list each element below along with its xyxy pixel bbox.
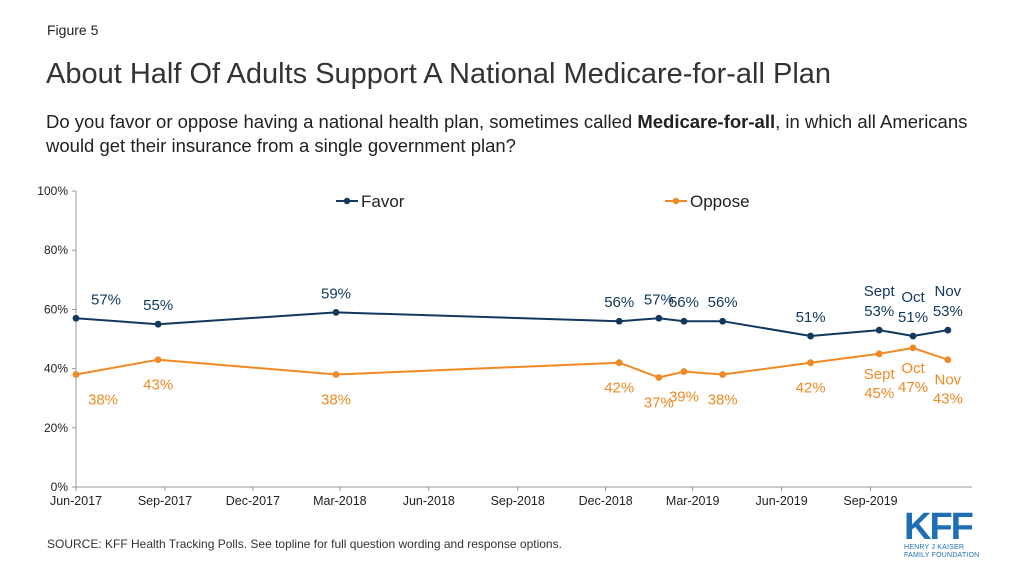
oppose-data-point — [944, 356, 952, 364]
favor-month-label: Sept — [864, 283, 896, 300]
y-tick-label: 60% — [44, 302, 68, 316]
oppose-month-label: Oct — [901, 360, 925, 377]
x-tick-label: Sep-2019 — [843, 494, 897, 508]
oppose-data-point — [154, 356, 162, 364]
oppose-series-line — [75, 346, 949, 379]
favor-data-label: 56% — [669, 294, 699, 311]
legend-oppose-marker — [672, 197, 680, 205]
oppose-data-label: 42% — [796, 380, 826, 397]
oppose-data-label: 43% — [933, 391, 963, 408]
oppose-data-point — [875, 350, 883, 358]
favor-data-label: 57% — [91, 291, 121, 308]
y-tick-label: 20% — [44, 421, 68, 435]
oppose-data-label: 42% — [604, 380, 634, 397]
oppose-data-point — [680, 368, 688, 375]
oppose-month-label: Nov — [934, 372, 961, 389]
oppose-data-label: 37% — [644, 394, 674, 411]
oppose-data-label: 39% — [669, 389, 699, 406]
oppose-data-point — [72, 371, 80, 378]
y-tick-label: 40% — [44, 362, 68, 376]
oppose-data-label: 47% — [898, 379, 928, 396]
oppose-data-point — [719, 371, 727, 378]
oppose-data-label: 38% — [708, 392, 738, 409]
oppose-data-point — [807, 359, 814, 367]
favor-data-label: 57% — [644, 291, 674, 308]
favor-data-point — [719, 317, 727, 325]
x-tick-label: Dec-2018 — [579, 494, 633, 508]
favor-data-point — [944, 326, 952, 334]
favor-data-point — [332, 308, 340, 316]
favor-data-point — [655, 314, 663, 322]
oppose-data-label: 38% — [321, 392, 351, 409]
favor-data-point — [615, 317, 623, 325]
logo-line-1: HENRY J KAISER — [904, 544, 965, 551]
subtitle-text-start: Do you favor or oppose having a national… — [46, 111, 638, 132]
kff-logo: KFF HENRY J KAISER FAMILY FOUNDATION — [904, 506, 988, 560]
logo-line-2: FAMILY FOUNDATION — [904, 552, 980, 559]
favor-data-label: 56% — [604, 294, 634, 311]
subtitle-text-bold: Medicare-for-all — [637, 111, 776, 132]
favor-data-label: 53% — [864, 303, 894, 320]
y-tick-label: 0% — [51, 480, 69, 494]
legend-favor-marker — [343, 197, 351, 205]
favor-month-label: Oct — [901, 289, 925, 306]
favor-month-label: Nov — [934, 283, 961, 300]
favor-data-label: 51% — [796, 309, 826, 326]
x-tick-label: Sep-2017 — [138, 494, 192, 508]
logo-mark: KFF — [904, 506, 974, 548]
favor-data-label: 59% — [321, 285, 351, 302]
favor-data-label: 53% — [933, 303, 963, 320]
favor-data-point — [807, 332, 814, 340]
x-tick-label: Jun-2019 — [756, 494, 808, 508]
y-tick-label: 100% — [37, 184, 68, 198]
page-title: About Half Of Adults Support A National … — [46, 58, 832, 90]
oppose-data-point — [615, 359, 623, 367]
x-tick-label: Jun-2018 — [403, 494, 455, 508]
subtitle-text-end: , in which all Americans would get their… — [46, 111, 968, 156]
x-tick-label: Sep-2018 — [491, 494, 545, 508]
oppose-data-label: 43% — [143, 377, 173, 394]
favor-data-label: 51% — [898, 309, 928, 326]
oppose-month-label: Sept — [864, 366, 896, 383]
favor-data-point — [909, 332, 917, 340]
y-tick-label: 80% — [44, 243, 68, 257]
oppose-data-label: 38% — [88, 392, 118, 409]
favor-data-label: 56% — [708, 294, 738, 311]
oppose-data-point — [909, 344, 917, 352]
x-tick-label: Mar-2018 — [313, 494, 367, 508]
x-tick-label: Jun-2017 — [50, 494, 102, 508]
favor-data-point — [154, 320, 162, 328]
oppose-data-point — [332, 371, 340, 378]
x-tick-label: Mar-2019 — [666, 494, 720, 508]
line-chart: 0% 20% 40% 60% 80% 100% Jun-2017 Sep-2017 Dec-20… — [37, 184, 972, 508]
favor-data-point — [72, 314, 80, 322]
figure-label: Figure 5 — [47, 22, 99, 38]
x-tick-label: Dec-2017 — [226, 494, 280, 508]
source-note: SOURCE: KFF Health Tracking Polls. See t… — [47, 537, 562, 551]
chart-subtitle: Do you favor or oppose having a national… — [46, 110, 976, 158]
oppose-data-label: 45% — [864, 385, 894, 402]
favor-data-label: 55% — [143, 297, 173, 314]
favor-data-point — [680, 317, 688, 325]
oppose-data-point — [655, 374, 663, 381]
legend-oppose-label: Oppose — [690, 192, 750, 211]
favor-data-point — [875, 326, 883, 334]
legend-favor-label: Favor — [361, 192, 405, 211]
